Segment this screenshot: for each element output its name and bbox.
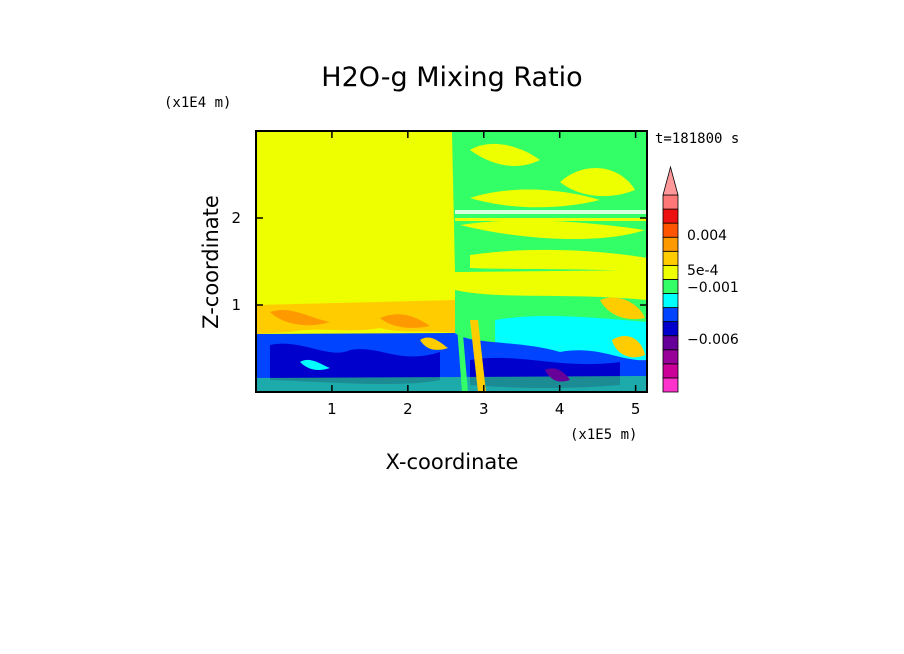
colorbar-swatch	[662, 194, 679, 210]
colorbar-swatch	[662, 349, 679, 365]
colorbar-label: −0.006	[687, 332, 739, 348]
region-vertical-plume	[470, 320, 486, 392]
x-scale-label: (x1E5 m)	[570, 427, 637, 443]
colorbar-swatch	[662, 293, 679, 308]
colorbar: 0.004 5e-4−0.001 −0.006	[662, 165, 739, 393]
region-orange-spot	[380, 314, 430, 328]
x-tick-label: 3	[479, 400, 489, 418]
colorbar-swatch	[662, 250, 679, 266]
region-vertical-plume	[455, 300, 468, 392]
colorbar-label: 5e-4	[687, 263, 719, 279]
colorbar-swatch	[662, 321, 679, 337]
x-tick-label: 2	[403, 400, 413, 418]
region-island	[470, 189, 600, 208]
region-dark-blue	[270, 343, 440, 385]
colorbar-swatch	[662, 264, 679, 280]
colorbar-label: −0.001	[687, 280, 739, 296]
x-axis: 1 2 3 4 5	[327, 131, 640, 418]
colorbar-label: 0.004	[687, 228, 727, 244]
colorbar-swatch	[662, 335, 679, 351]
y-scale-label: (x1E4 m)	[164, 95, 231, 111]
region-streak	[455, 218, 647, 221]
colorbar-swatch	[662, 307, 679, 323]
colorbar-swatch	[662, 377, 679, 393]
contour-field	[256, 131, 647, 392]
y-tick-label: 1	[231, 296, 241, 314]
x-tick-label: 5	[631, 400, 641, 418]
region-island	[470, 143, 540, 166]
region-bottom-streak	[256, 376, 647, 392]
region-orange-spot	[420, 337, 448, 350]
y-tick-label: 2	[231, 209, 241, 227]
chart-title: H2O-g Mixing Ratio	[321, 62, 582, 93]
region-island	[460, 220, 645, 240]
colorbar-swatch	[662, 363, 679, 379]
region-orange-spot	[270, 309, 330, 326]
y-axis-title: Z-coordinate	[199, 195, 223, 329]
colorbar-extend-triangle	[662, 165, 679, 196]
y-axis: 12	[231, 209, 647, 314]
time-label: t=181800 s	[655, 131, 739, 147]
region-orange-spot	[612, 335, 645, 358]
colorbar-swatch	[662, 236, 679, 252]
colorbar-swatch	[662, 208, 679, 224]
colorbar-swatch	[662, 222, 679, 238]
x-axis-title: X-coordinate	[386, 450, 519, 474]
plot-frame	[255, 130, 648, 393]
region-streak	[455, 210, 647, 214]
region-purple-spot	[545, 368, 570, 382]
x-tick-label: 4	[555, 400, 565, 418]
region-orange-spot	[600, 297, 645, 320]
colorbar-swatch	[662, 279, 679, 294]
region-island	[560, 168, 635, 197]
region-island	[470, 249, 647, 272]
region-cyan-spot	[300, 359, 330, 370]
x-tick-label: 1	[327, 400, 337, 418]
